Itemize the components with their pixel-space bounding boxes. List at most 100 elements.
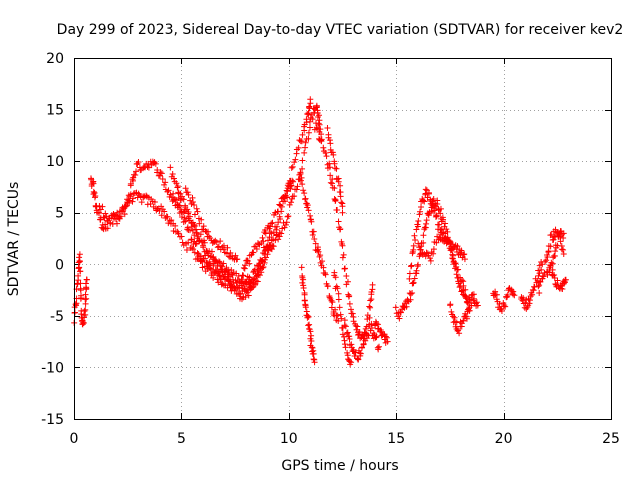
data-point	[164, 213, 171, 220]
data-point	[332, 274, 339, 281]
data-point	[288, 182, 295, 189]
data-point	[162, 179, 169, 186]
data-point	[180, 196, 187, 203]
data-point	[107, 219, 114, 226]
data-point	[357, 350, 364, 357]
data-point	[154, 166, 161, 173]
data-point	[338, 315, 345, 322]
data-point	[83, 295, 90, 302]
data-point	[283, 187, 290, 194]
data-point	[190, 246, 197, 253]
data-point	[366, 303, 373, 310]
data-point	[442, 220, 449, 227]
data-point	[410, 279, 417, 286]
data-point	[233, 280, 240, 287]
data-point	[300, 276, 307, 283]
data-point	[83, 276, 90, 283]
data-point	[299, 157, 306, 164]
data-point	[328, 297, 335, 304]
data-point	[293, 186, 300, 193]
data-point	[337, 226, 344, 233]
data-point	[234, 256, 241, 263]
data-point	[304, 202, 311, 209]
data-point	[324, 283, 331, 290]
data-point	[338, 199, 345, 206]
data-point	[176, 202, 183, 209]
data-point	[552, 280, 559, 287]
data-point	[413, 226, 420, 233]
data-point	[308, 337, 315, 344]
data-point	[449, 252, 456, 259]
data-point	[422, 224, 429, 231]
data-point	[339, 242, 346, 249]
data-point	[127, 180, 134, 187]
data-point	[413, 267, 420, 274]
y-tick-label: -15	[41, 412, 64, 428]
data-point	[369, 281, 376, 288]
data-point	[433, 239, 440, 246]
data-point	[403, 303, 410, 310]
data-point	[219, 268, 226, 275]
data-point	[461, 251, 468, 258]
data-point	[320, 144, 327, 151]
data-point	[449, 251, 456, 258]
data-point	[127, 193, 134, 200]
data-point	[336, 304, 343, 311]
data-point	[170, 175, 177, 182]
data-point	[531, 284, 538, 291]
data-point	[419, 251, 426, 258]
data-point	[255, 262, 262, 269]
data-point	[317, 252, 324, 259]
data-point	[265, 247, 272, 254]
data-point	[299, 181, 306, 188]
data-point	[305, 129, 312, 136]
data-point	[80, 319, 87, 326]
data-point	[535, 267, 542, 274]
data-point	[307, 328, 314, 335]
data-point	[373, 334, 380, 341]
data-point	[301, 190, 308, 197]
data-point	[360, 341, 367, 348]
data-point	[135, 190, 142, 197]
data-point	[267, 241, 274, 248]
data-point	[354, 355, 361, 362]
data-point	[123, 202, 130, 209]
data-point	[470, 291, 477, 298]
data-point	[191, 232, 198, 239]
data-point	[245, 292, 252, 299]
data-point	[446, 237, 453, 244]
data-point	[511, 292, 518, 299]
data-point	[202, 228, 209, 235]
data-point	[224, 244, 231, 251]
data-point	[179, 239, 186, 246]
data-point	[96, 202, 103, 209]
data-point	[258, 257, 265, 264]
data-point	[339, 324, 346, 331]
data-point	[262, 230, 269, 237]
data-point	[414, 223, 421, 230]
data-point	[342, 344, 349, 351]
data-point	[298, 264, 305, 271]
data-point	[267, 223, 274, 230]
data-point	[286, 201, 293, 208]
data-point	[409, 290, 416, 297]
data-point	[529, 291, 536, 298]
data-point	[549, 260, 556, 267]
data-point	[346, 293, 353, 300]
data-point	[229, 276, 236, 283]
data-point	[368, 320, 375, 327]
data-point	[75, 272, 82, 279]
data-point	[408, 263, 415, 270]
data-point	[323, 153, 330, 160]
data-point	[557, 238, 564, 245]
data-point	[309, 232, 316, 239]
data-point	[218, 262, 225, 269]
data-point	[329, 180, 336, 187]
data-point	[76, 251, 83, 258]
data-point	[455, 327, 462, 334]
data-point	[265, 237, 272, 244]
y-axis-label: SDTVAR / TECUs	[6, 182, 22, 297]
data-point	[450, 313, 457, 320]
data-point	[81, 308, 88, 315]
